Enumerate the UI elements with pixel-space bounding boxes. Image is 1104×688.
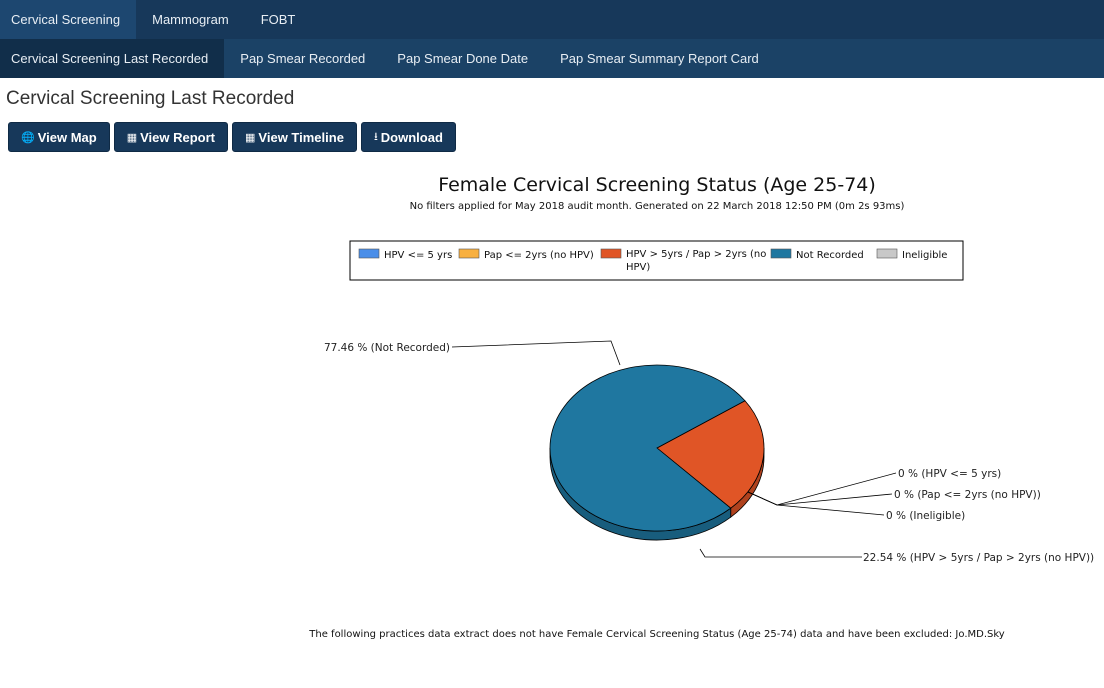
leader-line-pap-2yrs-no-hpv (747, 491, 893, 506)
view-timeline-button[interactable]: ▦ View Timeline (232, 122, 357, 152)
view-timeline-label: View Timeline (258, 129, 344, 145)
download-label: Download (380, 129, 443, 145)
data-label-hpv-5yrs-pap-2yrs-no-hpv: 22.54 % (HPV > 5yrs / Pap > 2yrs (no HPV… (863, 552, 1094, 564)
subtab-pap-smear-summary-report-card[interactable]: Pap Smear Summary Report Card (560, 51, 759, 66)
legend-swatch-pap-2yrs-no-hpv (458, 248, 480, 259)
chart-subtitle: No filters applied for May 2018 audit mo… (410, 201, 905, 212)
legend-swatch-hpv-5yrs-pap-2yrs-no-hpv (600, 248, 622, 259)
legend-swatch-hpv-5-yrs (358, 248, 380, 259)
chart-legend: HPV <= 5 yrs Pap <= 2yrs (no HPV) HPV > 5y… (349, 240, 964, 281)
legend-box (349, 240, 964, 281)
download-icon: ⭳ (373, 130, 378, 143)
view-map-label: View Map (37, 129, 97, 145)
chart-area: Female Cervical Screening Status (Age 25… (0, 160, 1104, 683)
download-button[interactable]: ⭳ Download (360, 122, 456, 152)
legend-swatch-not-recorded (770, 248, 792, 259)
table-icon: ▦ (126, 131, 138, 144)
view-map-button[interactable]: 🌐 View Map (8, 122, 110, 152)
view-report-button[interactable]: ▦ View Report (113, 122, 229, 152)
legend-label-not-recorded: Not Recorded (796, 250, 864, 261)
tab-mammogram[interactable]: Mammogram (152, 12, 229, 27)
page-title: Cervical Screening Last Recorded (6, 88, 295, 109)
legend-label-hpv-5-yrs: HPV <= 5 yrs (384, 250, 452, 261)
legend-label-pap-2yrs-no-hpv: Pap <= 2yrs (no HPV) (484, 250, 594, 261)
legend-label-hpv-5yrs-pap-2yrs-no-hpv: HPV > 5yrs / Pap > 2yrs (no HPV) (626, 249, 766, 273)
legend-label-ineligible: Ineligible (902, 250, 947, 261)
subtab-cervical-screening-last-recorded[interactable]: Cervical Screening Last Recorded (0, 39, 225, 78)
chart-footnote: The following practices data extract doe… (308, 629, 1005, 640)
subtab-pap-smear-done-date[interactable]: Pap Smear Done Date (397, 51, 529, 66)
globe-icon: 🌐 (21, 131, 35, 144)
leader-line-hpv-5-yrs (747, 472, 897, 506)
button-bar: 🌐 View Map ▦ View Report ▦ View Timeline… (8, 122, 456, 152)
view-report-label: View Report (140, 129, 216, 145)
top-nav: Cervical Screening Mammogram FOBT (0, 0, 1104, 39)
legend-swatch-ineligible (876, 248, 898, 259)
leader-line-not-recorded (451, 340, 621, 366)
table-icon: ▦ (245, 131, 256, 144)
chart-title: Female Cervical Screening Status (Age 25… (438, 174, 876, 196)
leader-line-hpv-5yrs-pap-2yrs-no-hpv (699, 548, 862, 558)
pie-slice-not-recorded[interactable] (549, 364, 746, 532)
data-label-not-recorded: 77.46 % (Not Recorded) (324, 342, 450, 354)
pie-slice-hpv-5yrs-pap-2yrs-no-hpv[interactable] (656, 400, 765, 509)
data-label-pap-2yrs-no-hpv: 0 % (Pap <= 2yrs (no HPV)) (894, 489, 1041, 501)
tab-fobt[interactable]: FOBT (260, 12, 296, 27)
pie-chart: Female Cervical Screening Status (Age 25… (308, 174, 1094, 640)
data-label-ineligible: 0 % (Ineligible) (886, 510, 965, 522)
leader-line-ineligible (747, 491, 885, 516)
sub-nav: Cervical Screening Last Recorded Pap Sme… (0, 39, 1104, 78)
tab-cervical-screening[interactable]: Cervical Screening (0, 0, 137, 39)
subtab-pap-smear-recorded[interactable]: Pap Smear Recorded (240, 51, 366, 66)
data-label-hpv-5-yrs: 0 % (HPV <= 5 yrs) (898, 468, 1001, 480)
